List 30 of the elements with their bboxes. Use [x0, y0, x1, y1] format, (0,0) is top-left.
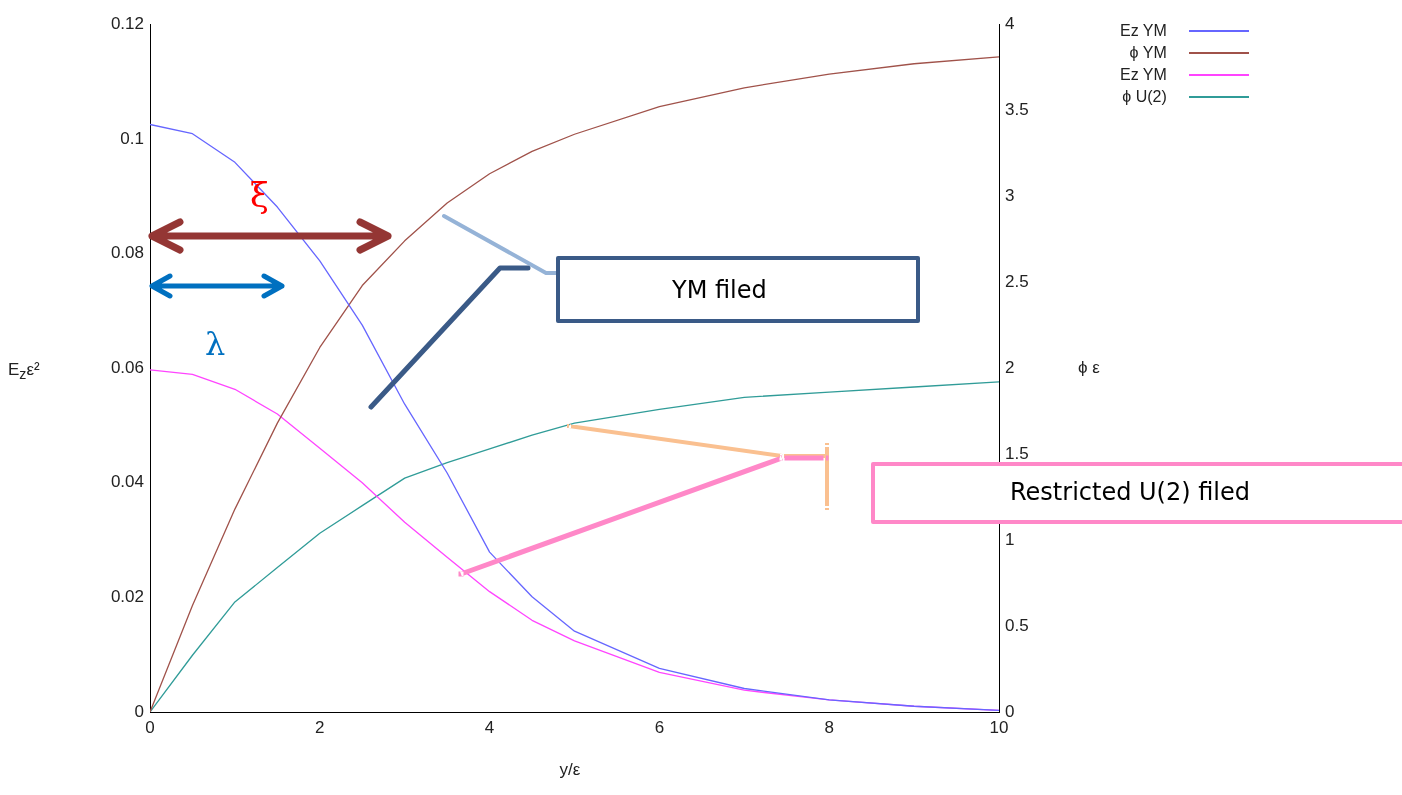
annotation: ξ	[250, 175, 269, 215]
y-tick-label: 0.1	[120, 128, 144, 148]
y-axis-title: E$_{z}$ε²	[8, 360, 40, 383]
y-tick-label: 0	[134, 701, 144, 721]
y-tick-label: 0.06	[110, 357, 144, 377]
text: Restricted U(2) filed	[1010, 478, 1251, 506]
y2-axis-title: ϕ ε	[1078, 358, 1100, 378]
y-tick-label: 0.02	[110, 587, 144, 607]
y2-tick-label: 2.5	[1005, 271, 1029, 291]
x-axis-title: y/ε	[559, 760, 581, 780]
y-tick-label: 0.04	[110, 472, 144, 492]
x-tick-label: 8	[824, 717, 834, 737]
y2-tick-label: 0.5	[1005, 615, 1029, 635]
y2-tick-label: 4	[1005, 13, 1015, 33]
x-tick-label: 6	[654, 717, 665, 737]
y-tick-label: 0.12	[110, 13, 144, 33]
annotation: λ	[205, 325, 226, 363]
x-tick-label: 2	[315, 717, 325, 737]
y2-tick-label: 1	[1005, 529, 1015, 549]
legend-label: ϕ U(2)	[1122, 88, 1167, 106]
annotation: YM filed	[672, 276, 767, 304]
legend-label: Ez YM	[1120, 66, 1167, 84]
legend-label: Ez YM	[1120, 22, 1167, 40]
y2-tick-label: 3	[1005, 185, 1015, 205]
y2-tick-label: 2	[1005, 357, 1015, 377]
y2-tick-label: 1.5	[1005, 443, 1029, 463]
x-tick-label: 4	[484, 717, 495, 737]
y-tick-label: 0.08	[110, 243, 144, 263]
y2-tick-label: 3.5	[1005, 99, 1029, 119]
legend-label: ϕ YM	[1129, 44, 1167, 62]
